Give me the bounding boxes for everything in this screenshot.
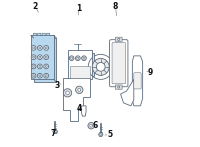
Circle shape [39,65,41,67]
Circle shape [92,58,109,75]
Text: 3: 3 [55,81,60,91]
Text: 1: 1 [76,4,81,13]
Circle shape [45,56,47,58]
Text: 5: 5 [107,130,112,140]
Circle shape [31,73,36,78]
Circle shape [78,88,81,91]
FancyBboxPatch shape [42,33,45,36]
Circle shape [33,56,35,58]
Circle shape [54,131,56,133]
Polygon shape [99,133,103,136]
Circle shape [38,55,42,60]
Circle shape [44,73,49,78]
FancyBboxPatch shape [134,73,141,89]
Circle shape [31,64,36,69]
Circle shape [33,65,35,67]
Circle shape [69,56,74,61]
Circle shape [38,64,42,69]
Text: 2: 2 [33,2,38,11]
Circle shape [44,64,49,69]
Text: 4: 4 [77,103,82,113]
Circle shape [33,47,35,49]
Circle shape [44,46,49,50]
Circle shape [63,89,72,97]
Circle shape [45,65,47,67]
Polygon shape [53,130,58,134]
Polygon shape [121,79,134,106]
FancyBboxPatch shape [115,85,122,89]
Circle shape [38,46,42,50]
FancyBboxPatch shape [33,33,36,36]
Circle shape [39,56,41,58]
Circle shape [77,57,79,59]
FancyBboxPatch shape [46,33,50,36]
Circle shape [75,56,80,61]
FancyBboxPatch shape [38,33,41,36]
Circle shape [39,75,41,77]
Circle shape [38,73,42,78]
Polygon shape [82,106,86,116]
Circle shape [45,47,47,49]
FancyBboxPatch shape [92,53,94,76]
FancyBboxPatch shape [34,38,56,82]
Circle shape [83,57,85,59]
FancyBboxPatch shape [68,50,92,79]
Text: 8: 8 [113,2,118,11]
Circle shape [82,56,86,61]
FancyBboxPatch shape [110,40,128,87]
FancyBboxPatch shape [31,35,54,79]
Circle shape [96,62,105,71]
Text: 9: 9 [148,67,153,77]
Circle shape [31,55,36,60]
Circle shape [66,91,69,95]
Circle shape [33,75,35,77]
Circle shape [90,124,93,127]
Circle shape [31,46,36,50]
Polygon shape [132,56,143,106]
FancyBboxPatch shape [112,43,125,84]
Circle shape [88,54,113,79]
Text: 7: 7 [50,128,56,138]
Circle shape [118,38,120,40]
Circle shape [44,55,49,60]
Circle shape [76,86,83,93]
Polygon shape [63,78,90,121]
Circle shape [39,47,41,49]
Text: 6: 6 [93,121,98,130]
Circle shape [45,75,47,77]
Circle shape [118,86,120,88]
Circle shape [88,122,94,129]
Circle shape [71,57,73,59]
FancyBboxPatch shape [115,37,122,41]
Circle shape [100,134,102,135]
FancyBboxPatch shape [70,66,90,78]
